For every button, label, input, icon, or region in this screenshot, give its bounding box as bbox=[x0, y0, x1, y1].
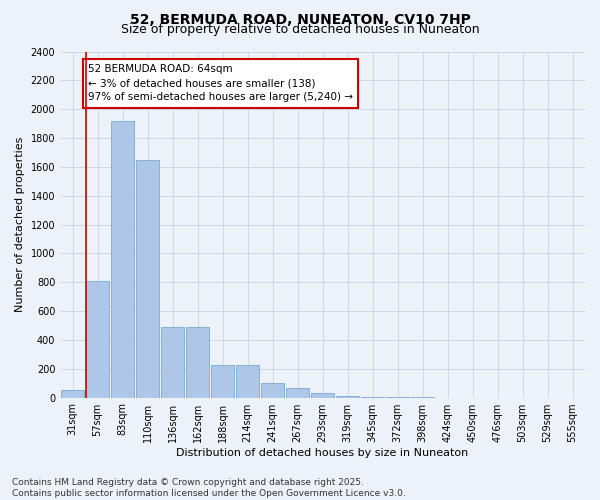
Text: Size of property relative to detached houses in Nuneaton: Size of property relative to detached ho… bbox=[121, 22, 479, 36]
Bar bbox=[211, 365, 234, 398]
Y-axis label: Number of detached properties: Number of detached properties bbox=[15, 137, 25, 312]
Text: Contains HM Land Registry data © Crown copyright and database right 2025.
Contai: Contains HM Land Registry data © Crown c… bbox=[12, 478, 406, 498]
Bar bbox=[61, 390, 84, 398]
Bar bbox=[112, 120, 134, 398]
Bar bbox=[161, 327, 184, 398]
X-axis label: Distribution of detached houses by size in Nuneaton: Distribution of detached houses by size … bbox=[176, 448, 469, 458]
Bar bbox=[286, 388, 309, 398]
Bar bbox=[236, 365, 259, 398]
Bar bbox=[187, 327, 209, 398]
Bar bbox=[86, 281, 109, 398]
Bar bbox=[262, 383, 284, 398]
Bar bbox=[361, 397, 384, 398]
Bar bbox=[337, 396, 359, 398]
Bar bbox=[136, 160, 159, 398]
Text: 52 BERMUDA ROAD: 64sqm
← 3% of detached houses are smaller (138)
97% of semi-det: 52 BERMUDA ROAD: 64sqm ← 3% of detached … bbox=[88, 64, 353, 102]
Text: 52, BERMUDA ROAD, NUNEATON, CV10 7HP: 52, BERMUDA ROAD, NUNEATON, CV10 7HP bbox=[130, 12, 470, 26]
Bar bbox=[311, 394, 334, 398]
